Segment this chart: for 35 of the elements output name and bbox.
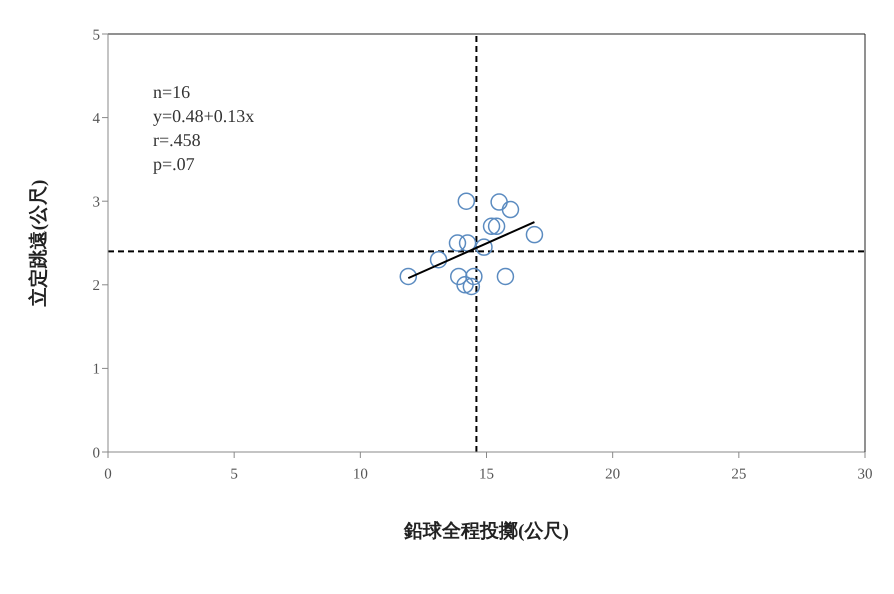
point [450, 268, 468, 286]
annotation: p=.07 [153, 153, 196, 176]
point [488, 218, 506, 236]
y-tick-label: 4 [92, 110, 100, 127]
point [475, 238, 493, 256]
x-tick-label: 10 [352, 466, 368, 483]
point [462, 278, 480, 296]
point [430, 250, 448, 268]
y-tick-label: 3 [92, 194, 100, 211]
point [458, 192, 476, 210]
point [502, 200, 520, 218]
point [526, 226, 544, 244]
x-tick-label: 20 [605, 466, 620, 483]
annotation: y=0.48+0.13x [153, 105, 254, 128]
x-tick-label: 15 [479, 466, 494, 483]
y-tick-label: 2 [92, 278, 100, 294]
x-tick-label: 25 [731, 466, 746, 483]
y-tick-label: 1 [92, 362, 100, 378]
point [496, 268, 514, 286]
annotation: r=.458 [153, 129, 202, 152]
annotation: n=16 [153, 81, 192, 104]
point [490, 193, 508, 211]
y-tick-label: 0 [92, 445, 100, 462]
y-axis-title: 立定跳遠(公尺) [28, 180, 50, 308]
point [465, 268, 483, 286]
point [456, 276, 474, 294]
x-axis-title: 鉛球全程投擲(公尺) [403, 520, 569, 542]
y-tick-label: 5 [92, 27, 100, 44]
x-tick-label: 30 [858, 466, 872, 483]
point [400, 268, 418, 286]
point [458, 234, 476, 252]
x-tick-label: 5 [230, 466, 238, 483]
point [482, 218, 500, 236]
x-tick-label: 0 [104, 466, 112, 483]
point [448, 234, 466, 252]
